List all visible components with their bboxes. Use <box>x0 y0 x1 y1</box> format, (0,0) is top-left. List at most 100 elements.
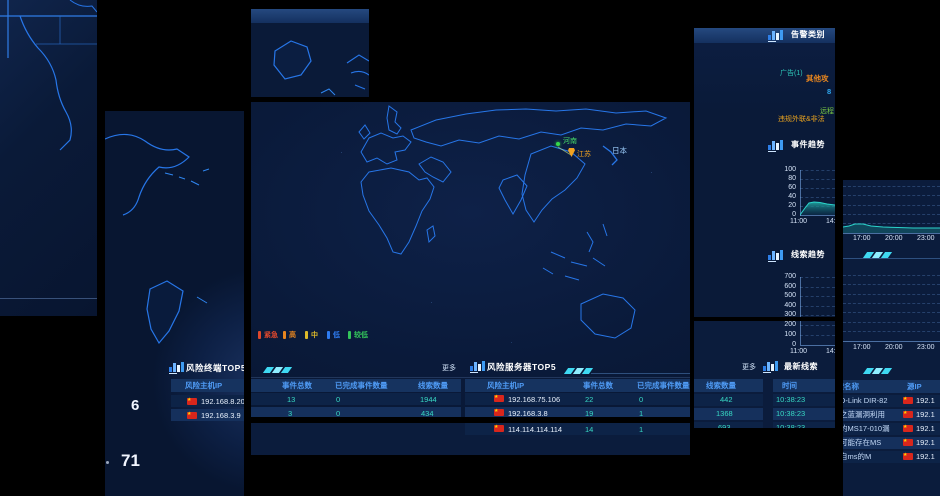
server-header-band <box>465 379 690 392</box>
fragment-main-map: 河南 江苏 日本 紧急 高 中 低 较低 更多 事件总数 已完成事件数量 线索数… <box>251 102 690 417</box>
table-row <box>843 423 940 435</box>
table-row <box>694 422 763 428</box>
cell-events: 13 <box>287 395 296 404</box>
terminal-more-link[interactable]: 更多 <box>442 365 456 372</box>
x-tick: 17:00 <box>853 344 871 351</box>
table-row <box>465 407 690 417</box>
panel-icon <box>768 140 783 152</box>
y-tick: 0 <box>792 211 796 218</box>
table-row <box>773 394 835 406</box>
fragment-top-map <box>251 9 369 97</box>
cell-time: 10:38:23 <box>776 409 806 418</box>
y-axis <box>800 170 801 216</box>
event-trend-title: 事件趋势 <box>791 140 825 149</box>
fragment-right-lower: 200 100 0 11:00 14: 更多 最新线索 线索数量 时间 442 … <box>694 321 835 428</box>
event-trend-area <box>800 201 835 216</box>
x-axis <box>800 215 835 216</box>
cell-name: 自ms的M <box>843 452 872 461</box>
legend-label: 高 <box>289 332 296 339</box>
gridline <box>800 335 835 336</box>
cell-ip: 192.1 <box>916 438 935 447</box>
china-flag-icon <box>903 424 913 432</box>
panel-border-line <box>251 377 690 378</box>
x-tick: 14: <box>826 218 835 225</box>
cell-events: 19 <box>585 409 594 417</box>
cell-events: 14 <box>585 425 594 434</box>
legend-swatch <box>258 331 261 339</box>
panel-icon <box>768 30 783 42</box>
cell-done: 0 <box>336 409 341 417</box>
gridline <box>800 315 835 316</box>
fragment-left-map <box>0 0 97 316</box>
cell-name: 之蓝漏洞利用 <box>843 410 885 419</box>
gridline <box>843 275 940 276</box>
x-tick: 23:00 <box>917 235 935 242</box>
terminal-col-ip: 风险主机IP <box>185 381 223 390</box>
terminal-row-ip: 192.168.8.20 <box>201 397 244 406</box>
table-row <box>843 451 940 463</box>
map-dot <box>106 461 109 464</box>
cell-clues: 1944 <box>420 395 437 404</box>
legend-label: 较低 <box>354 332 368 339</box>
terminal-col-done: 已完成事件数量 <box>335 381 388 390</box>
header-band <box>694 28 835 43</box>
decoration-line <box>591 373 690 374</box>
alert-label: 广告(1) <box>780 70 803 77</box>
x-tick: 17:00 <box>853 235 871 242</box>
latest-col-time: 时间 <box>782 381 797 390</box>
gridline <box>800 296 835 297</box>
cell-done: 0 <box>639 395 644 404</box>
table-row <box>773 422 835 428</box>
map-count-label: 71 <box>121 451 140 470</box>
map-greenland <box>273 40 369 96</box>
y-tick: 0 <box>792 341 796 348</box>
table-row <box>843 409 940 421</box>
table-row <box>843 437 940 449</box>
header-band <box>251 9 369 23</box>
server-more-link[interactable]: 更多 <box>742 364 756 371</box>
gridline <box>843 312 940 313</box>
gridline <box>843 284 940 285</box>
gridline <box>843 186 940 187</box>
x-tick: 11:00 <box>790 218 807 225</box>
fragment-far-right: 17:00 20:00 23:00 17:00 20:00 23:00 线索名称… <box>843 180 940 496</box>
table-row <box>843 395 940 407</box>
x-tick: 11:00 <box>790 348 807 355</box>
alert-label: 违规外联&非法 <box>778 116 825 123</box>
gridline <box>800 170 835 171</box>
china-flag-icon <box>903 410 913 418</box>
y-tick: 40 <box>788 193 796 200</box>
cell-clues: 442 <box>720 395 733 404</box>
latest-clue-title: 最新线索 <box>784 362 818 371</box>
terminal-col-events: 事件总数 <box>282 381 312 390</box>
cell-name: D-Link DIR-82 <box>843 396 888 405</box>
y-tick: 700 <box>784 273 796 280</box>
map-americas <box>105 133 210 345</box>
gridline <box>843 322 940 323</box>
panel-icon <box>169 362 184 374</box>
fragment-bottom-strip: 114.114.114.114 14 1 <box>251 423 690 455</box>
y-tick: 600 <box>784 283 796 290</box>
map-marker-pin-icon <box>568 148 575 157</box>
cell-ip: 192.1 <box>916 410 935 419</box>
china-flag-icon <box>903 452 913 460</box>
panel-border-line <box>0 298 97 299</box>
legend-label: 紧急 <box>264 332 278 339</box>
alert-category-title: 告警类别 <box>791 30 825 39</box>
legend-swatch <box>283 331 286 339</box>
cell-name: 的MS17-010漏 <box>843 424 890 433</box>
risk-server-title: 风险服务器TOP5 <box>487 362 557 372</box>
clue-trend-title: 线索趋势 <box>791 250 825 259</box>
gridline <box>800 306 835 307</box>
china-flag-icon <box>494 394 504 402</box>
table-row <box>465 423 690 435</box>
gridline <box>800 179 835 180</box>
cell-clues: 434 <box>421 409 434 417</box>
x-axis <box>843 233 940 234</box>
decoration-line <box>843 258 940 259</box>
china-flag-icon <box>187 411 197 419</box>
table-row <box>251 393 461 405</box>
alert-label: 远程 <box>820 108 834 115</box>
gridline <box>843 205 940 206</box>
latest-header-band <box>773 379 835 392</box>
